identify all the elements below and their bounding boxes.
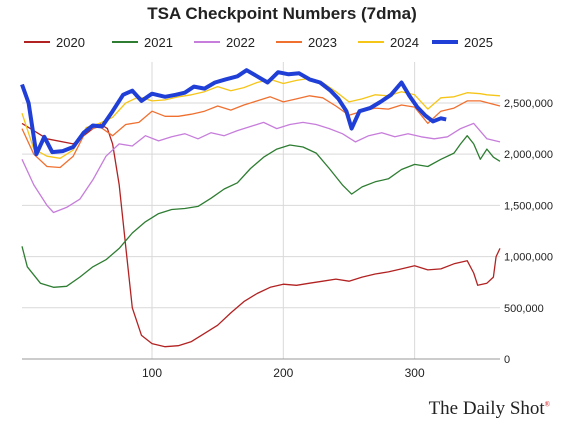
legend-swatch	[276, 41, 302, 43]
legend-item-2025: 2025	[432, 32, 493, 52]
legend-swatch	[112, 41, 138, 43]
y-tick-label: 500,000	[504, 303, 544, 315]
legend-label: 2021	[144, 34, 173, 50]
legend-swatch	[432, 40, 458, 44]
y-tick-label: 0	[504, 354, 510, 366]
y-tick-label: 1,500,000	[504, 200, 553, 212]
series-line-2023	[21, 95, 501, 169]
chart-title: TSA Checkpoint Numbers (7dma)	[147, 4, 417, 23]
legend-swatch	[194, 41, 220, 43]
legend-swatch	[358, 41, 384, 43]
legend-swatch	[24, 41, 50, 43]
brand-logo: The Daily Shot®	[429, 398, 550, 420]
legend-label: 2025	[464, 34, 493, 50]
series-line-2021	[21, 135, 501, 288]
y-tick-label: 2,000,000	[504, 149, 553, 161]
legend-label: 2020	[56, 34, 85, 50]
legend-label: 2024	[390, 34, 419, 50]
legend-label: 2023	[308, 34, 337, 50]
y-tick-label: 1,000,000	[504, 252, 553, 264]
legend-item-2021: 2021	[112, 32, 173, 52]
series-line-2025	[20, 68, 447, 157]
legend-item-2023: 2023	[276, 32, 337, 52]
legend-item-2022: 2022	[194, 32, 255, 52]
legend-item-2020: 2020	[24, 32, 85, 52]
brand-mark: ®	[544, 400, 550, 409]
legend: 2020 2021 2022 2023 2024 2025	[0, 32, 564, 52]
x-tick-label: 300	[405, 366, 425, 380]
series-line-2020	[21, 122, 501, 348]
y-tick-label: 2,500,000	[504, 98, 553, 110]
legend-item-2024: 2024	[358, 32, 419, 52]
x-tick-label: 200	[273, 366, 293, 380]
brand-text: The Daily Shot	[428, 398, 545, 419]
x-tick-label: 100	[142, 366, 162, 380]
series-line-2022	[21, 121, 501, 214]
legend-label: 2022	[226, 34, 255, 50]
